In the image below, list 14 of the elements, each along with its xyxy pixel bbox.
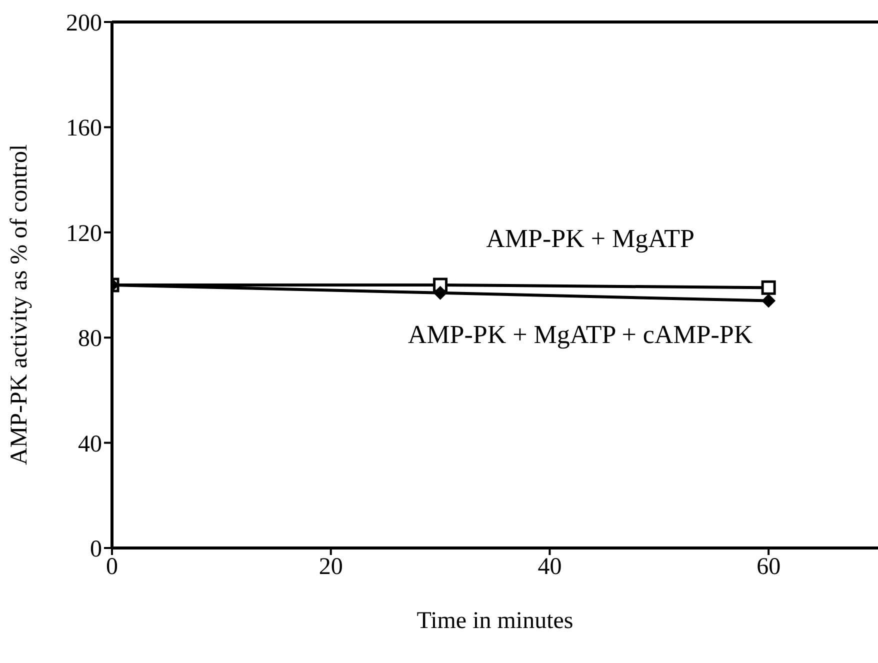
- y-axis-title: AMP-PK activity as % of control: [6, 144, 33, 465]
- series-label: AMP-PK + MgATP + cAMP-PK: [408, 320, 753, 349]
- x-tick-label: 40: [538, 554, 562, 580]
- y-tick-label: 40: [78, 431, 102, 458]
- x-axis-title: Time in minutes: [416, 608, 574, 634]
- y-tick-label: 160: [66, 116, 102, 142]
- y-tick-label: 200: [66, 10, 102, 37]
- x-tick-label: 0: [106, 554, 118, 580]
- y-tick-label: 80: [78, 326, 102, 352]
- x-tick-label: 20: [318, 554, 343, 580]
- x-tick-label: 60: [756, 554, 781, 580]
- y-tick-label: 120: [66, 220, 102, 247]
- y-tick-label: 0: [90, 536, 102, 563]
- series-label: AMP-PK + MgATP: [486, 224, 694, 253]
